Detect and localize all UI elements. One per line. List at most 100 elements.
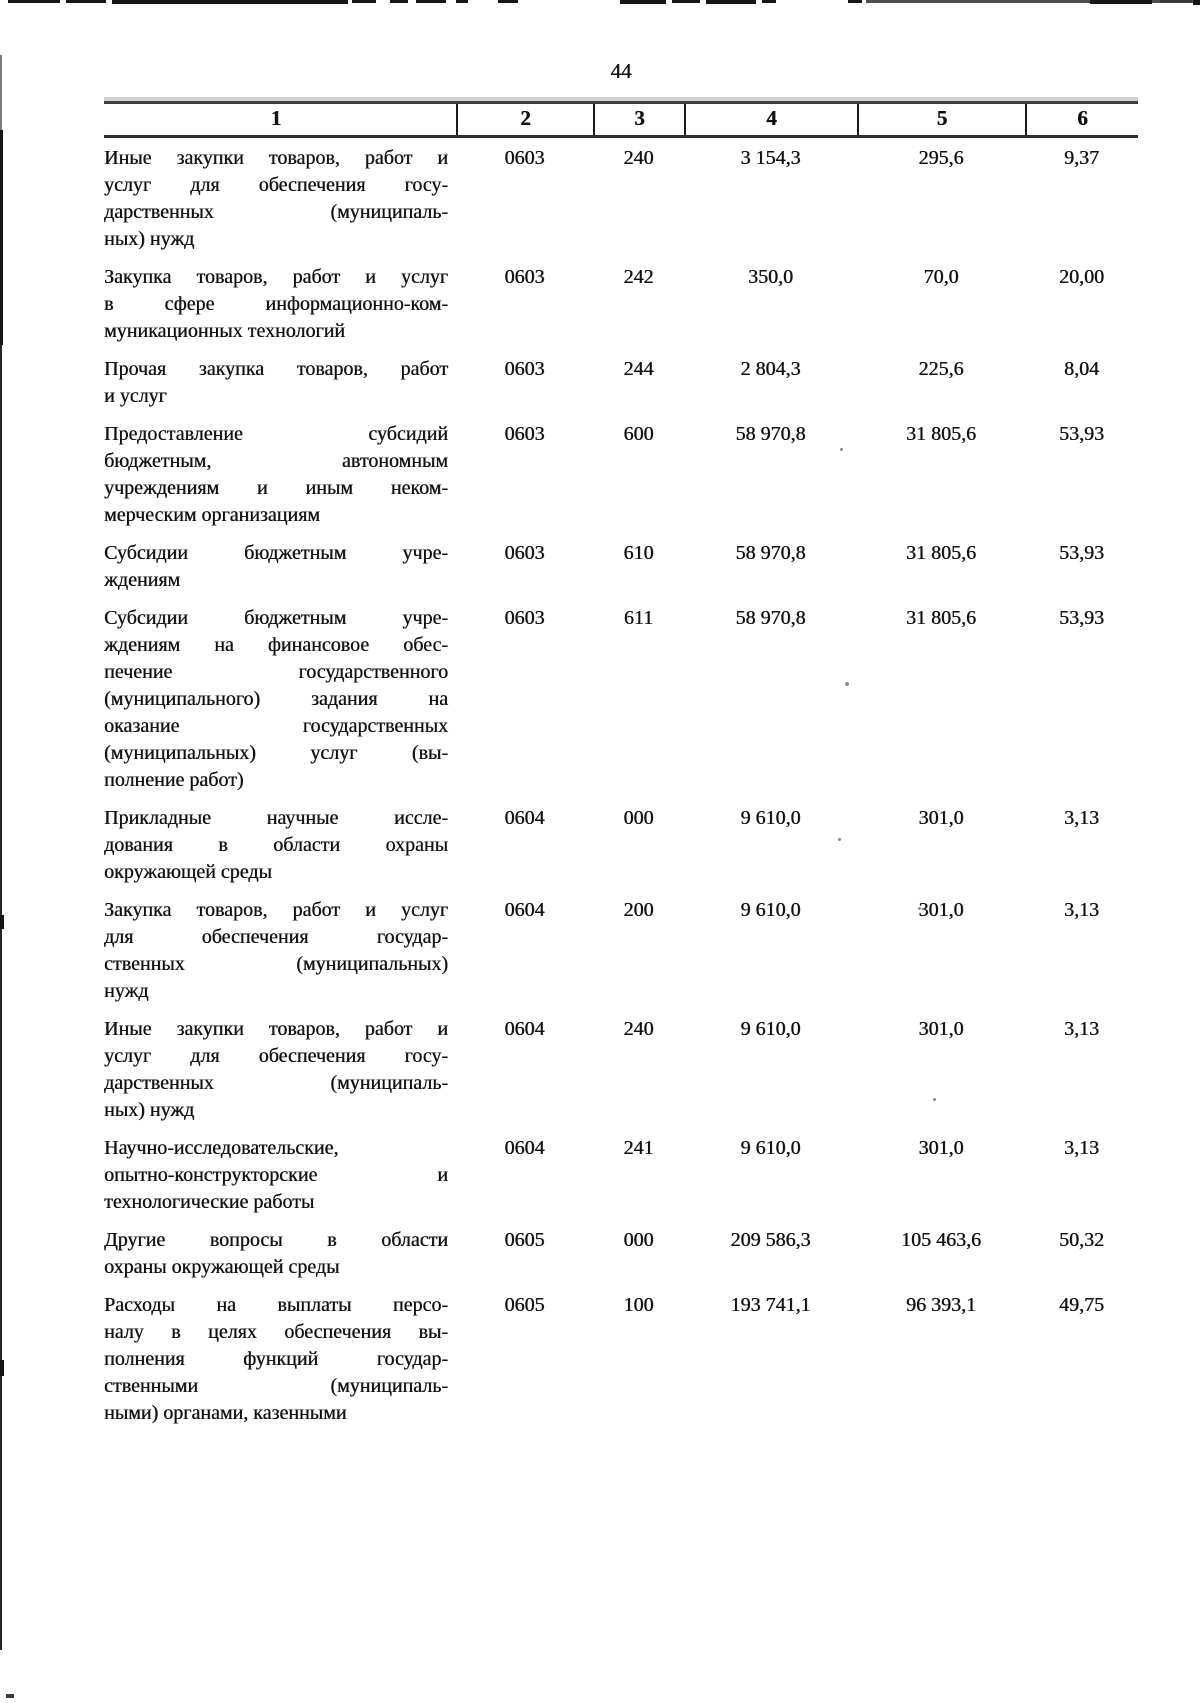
- description-line: оказание государственных: [104, 715, 448, 737]
- column-header-4: 4: [684, 104, 857, 135]
- expense-type-code: 241: [623, 1137, 654, 1159]
- section-code: 0603: [504, 266, 545, 288]
- plan-amount: 58 970,8: [735, 542, 806, 564]
- description-line: ственными (муниципаль-: [104, 1375, 448, 1397]
- section-code: 0603: [504, 542, 545, 564]
- execution-percent: 20,00: [1059, 266, 1104, 288]
- expense-type-code: 100: [623, 1294, 654, 1316]
- execution-percent: 8,04: [1064, 358, 1099, 380]
- executed-amount: 96 393,1: [906, 1294, 976, 1316]
- execution-percent: 53,93: [1059, 423, 1104, 445]
- scan-speck: [933, 1098, 936, 1101]
- scan-artifact: [1160, 0, 1192, 3]
- scan-speck: [918, 907, 921, 910]
- description-line: ных) нужд: [104, 1099, 195, 1121]
- table-row: Научно-исследовательские, опытно-конструк…: [104, 1135, 1138, 1216]
- description-line: муникационных технологий: [104, 320, 345, 342]
- executed-amount: 31 805,6: [906, 423, 976, 445]
- description-line: окружающей среды: [104, 861, 272, 883]
- table-row: Прочая закупка товаров, работ и услуг 0603…: [104, 356, 1138, 410]
- plan-amount: 2 804,3: [740, 358, 801, 380]
- row-description: Субсидии бюджетным учре-ждениям: [104, 540, 456, 594]
- scan-artifact: [620, 0, 666, 4]
- section-code: 0603: [504, 423, 545, 445]
- description-line: и услуг: [104, 385, 167, 407]
- table-row: Иные закупки товаров, работ и услуг для о…: [104, 145, 1138, 253]
- scan-artifact: [6, 1694, 14, 1698]
- scan-speck: [845, 682, 849, 686]
- description-line: технологические работы: [104, 1191, 315, 1213]
- row-description: Закупка товаров, работ и услуг для обеспе…: [104, 897, 456, 1005]
- executed-amount: 301,0: [918, 899, 964, 921]
- description-line: охраны окружающей среды: [104, 1256, 340, 1278]
- scan-artifact: [0, 55, 2, 133]
- description-line: налу в целях обеспечения вы-: [104, 1321, 448, 1343]
- row-description: Научно-исследовательские, опытно-конструк…: [104, 1135, 456, 1216]
- description-line: ными) органами, казенными: [104, 1402, 347, 1424]
- description-line: Закупка товаров, работ и услуг: [104, 266, 448, 288]
- row-description: Другие вопросы в области охраны окружающе…: [104, 1227, 456, 1281]
- table-row: Расходы на выплаты персо-налу в целях об…: [104, 1292, 1138, 1427]
- table-row: Закупка товаров, работ и услуг в сфере ин…: [104, 264, 1138, 345]
- description-line: Прочая закупка товаров, работ: [104, 358, 448, 380]
- scan-artifact: [672, 0, 700, 3]
- description-line: (муниципальных) услуг (вы-: [104, 742, 448, 764]
- section-code: 0603: [504, 147, 545, 169]
- scan-artifact: [0, 1360, 4, 1376]
- table-row: Субсидии бюджетным учре-ждениям 0603 610 58…: [104, 540, 1138, 594]
- column-header-5: 5: [857, 104, 1025, 135]
- description-line: Закупка товаров, работ и услуг: [104, 899, 448, 921]
- table-row: Предоставление субсидий бюджетным, автоно…: [104, 421, 1138, 529]
- expense-type-code: 200: [623, 899, 654, 921]
- scan-artifact: [0, 915, 4, 929]
- scan-artifact: [498, 0, 518, 3]
- scan-artifact: [1090, 0, 1152, 4]
- table-row: Субсидии бюджетным учре-ждениям на финан…: [104, 605, 1138, 794]
- scan-speck: [838, 838, 841, 841]
- executed-amount: 225,6: [918, 358, 964, 380]
- description-line: опытно-конструкторские и: [104, 1164, 448, 1186]
- section-code: 0604: [504, 899, 545, 921]
- description-line: Прикладные научные иссле-: [104, 807, 448, 829]
- plan-amount: 9 610,0: [740, 1137, 801, 1159]
- plan-amount: 9 610,0: [740, 807, 801, 829]
- executed-amount: 105 463,6: [901, 1229, 981, 1251]
- expense-type-code: 611: [623, 607, 654, 629]
- scan-artifact: [456, 0, 468, 3]
- description-line: в сфере информационно-ком-: [104, 293, 448, 315]
- scan-artifact: [866, 0, 1196, 3]
- execution-percent: 50,32: [1059, 1229, 1104, 1251]
- execution-percent: 53,93: [1059, 607, 1104, 629]
- description-line: Субсидии бюджетным учре-: [104, 542, 448, 564]
- section-code: 0605: [504, 1229, 545, 1251]
- description-line: Иные закупки товаров, работ и: [104, 147, 448, 169]
- table-row: Другие вопросы в области охраны окружающе…: [104, 1227, 1138, 1281]
- description-line: полнения функций государ-: [104, 1348, 448, 1370]
- scan-artifact: [8, 0, 60, 3]
- table-row: Иные закупки товаров, работ и услуг для о…: [104, 1016, 1138, 1124]
- executed-amount: 31 805,6: [906, 607, 976, 629]
- description-line: Другие вопросы в области: [104, 1229, 448, 1251]
- row-description: Субсидии бюджетным учре-ждениям на финан…: [104, 605, 456, 794]
- section-code: 0605: [504, 1294, 545, 1316]
- section-code: 0604: [504, 1018, 545, 1040]
- execution-percent: 53,93: [1059, 542, 1104, 564]
- plan-amount: 9 610,0: [740, 899, 801, 921]
- table-body: Иные закупки товаров, работ и услуг для о…: [104, 138, 1138, 1427]
- execution-percent: 9,37: [1064, 147, 1099, 169]
- section-code: 0604: [504, 1137, 545, 1159]
- row-description: Иные закупки товаров, работ и услуг для о…: [104, 1016, 456, 1124]
- description-line: дарственных (муниципаль-: [104, 201, 448, 223]
- description-line: дарственных (муниципаль-: [104, 1072, 448, 1094]
- expense-type-code: 000: [623, 1229, 654, 1251]
- description-line: Предоставление субсидий: [104, 423, 448, 445]
- expense-type-code: 610: [623, 542, 654, 564]
- section-code: 0603: [504, 358, 545, 380]
- description-line: услуг для обеспечения госу-: [104, 174, 448, 196]
- description-line: бюджетным, автономным: [104, 450, 448, 472]
- execution-percent: 3,13: [1064, 1137, 1099, 1159]
- execution-percent: 3,13: [1064, 807, 1099, 829]
- scan-artifact: [762, 0, 776, 3]
